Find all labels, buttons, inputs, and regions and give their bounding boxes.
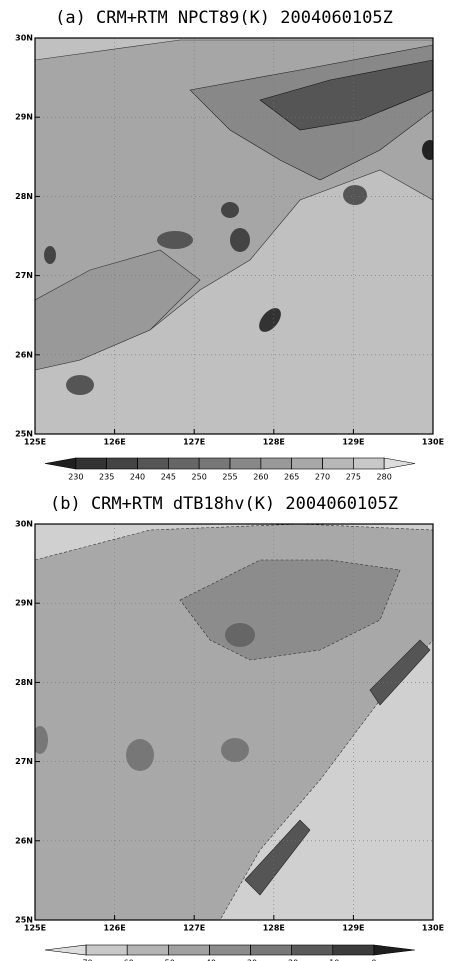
colorbar-swatch (85, 944, 128, 956)
colorbar-swatch (168, 457, 200, 470)
y-tick-label: 25N (15, 916, 33, 925)
plot-frame (34, 523, 434, 921)
colorbar-end (44, 944, 87, 956)
colorbar-label: 265 (284, 473, 299, 482)
field-b (35, 524, 433, 920)
plot-frame (34, 37, 434, 435)
colorbar-label: -40 (203, 959, 216, 961)
colorbar-swatch (250, 944, 292, 956)
y-tick-label: 29N (15, 599, 33, 608)
x-tick-label: 129E (342, 924, 364, 933)
x-tick-label: 127E (183, 924, 205, 933)
colorbar-label: 230 (68, 473, 83, 482)
colorbar-label: -50 (162, 959, 175, 961)
x-tick-label: 126E (104, 924, 126, 933)
x-tick-label: 129E (342, 438, 364, 447)
colorbar-swatch (353, 457, 385, 470)
x-tick-label: 127E (183, 438, 205, 447)
colorbar-label: -20 (285, 959, 298, 961)
colorbar-swatch (260, 457, 292, 470)
colorbar-label: -60 (121, 959, 134, 961)
colorbar-label: 0 (371, 959, 376, 961)
colorbar-label: 250 (192, 473, 207, 482)
y-tick-label: 28N (15, 192, 33, 201)
y-tick-label: 29N (15, 113, 33, 122)
colorbar-label: -70 (80, 959, 93, 961)
colorbar-label: -10 (326, 959, 339, 961)
colorbar-label: 280 (377, 473, 392, 482)
x-tick-label: 130E (422, 924, 444, 933)
colorbar-label: 245 (161, 473, 176, 482)
colorbar-swatch (291, 457, 323, 470)
y-tick-label: 27N (15, 271, 33, 280)
y-tick-label: 27N (15, 757, 33, 766)
y-tick-label: 26N (15, 836, 33, 845)
colorbar-end (383, 457, 416, 470)
colorbar-swatch (106, 457, 138, 470)
colorbar-swatch (291, 944, 334, 956)
colorbar-swatch (209, 944, 251, 956)
x-tick-label: 128E (263, 438, 285, 447)
panel-title: (b) CRM+RTM dTB18hv(K) 2004060105Z (50, 494, 398, 514)
colorbar-swatch (229, 457, 262, 470)
field-a (35, 38, 433, 434)
y-tick-label: 30N (15, 520, 33, 529)
x-tick-label: 125E (24, 924, 46, 933)
colorbar-label: 275 (346, 473, 361, 482)
colorbar-swatch (322, 457, 354, 470)
colorbar-label: 260 (253, 473, 268, 482)
colorbar-end (44, 457, 77, 470)
x-tick-label: 126E (104, 438, 126, 447)
x-tick-label: 130E (422, 438, 444, 447)
colorbar-swatch (126, 944, 169, 956)
x-tick-label: 125E (24, 438, 46, 447)
colorbar-swatch (198, 457, 231, 470)
y-tick-label: 25N (15, 430, 33, 439)
colorbar-label: 240 (130, 473, 145, 482)
colorbar-swatch (332, 944, 375, 956)
panel-title: (a) CRM+RTM NPCT89(K) 2004060105Z (55, 8, 393, 28)
colorbar-swatch (137, 457, 169, 470)
y-tick-label: 30N (15, 34, 33, 43)
colorbar-label: 270 (315, 473, 330, 482)
y-tick-label: 26N (15, 350, 33, 359)
y-tick-label: 28N (15, 678, 33, 687)
colorbar-swatch (75, 457, 107, 470)
x-tick-label: 128E (263, 924, 285, 933)
colorbar-swatch (168, 944, 210, 956)
colorbar-label: 255 (222, 473, 237, 482)
colorbar-end (373, 944, 416, 956)
colorbar-label: -30 (244, 959, 257, 961)
colorbar-label: 235 (99, 473, 114, 482)
